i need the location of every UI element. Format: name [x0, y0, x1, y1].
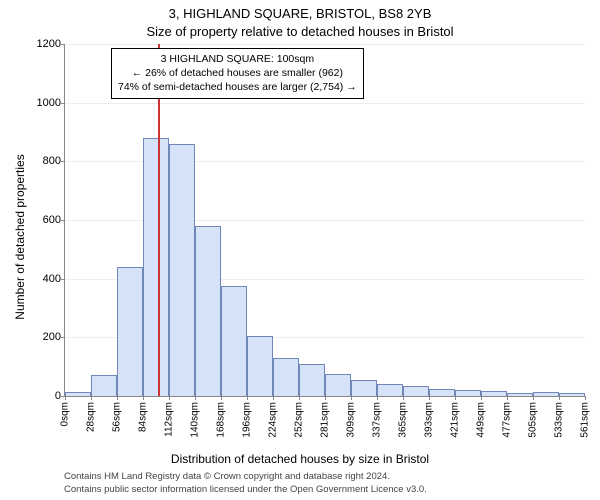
xtick-mark	[403, 396, 404, 400]
attribution-line1: Contains HM Land Registry data © Crown c…	[64, 471, 594, 483]
ytick-label: 800	[21, 155, 61, 167]
ytick-label: 200	[21, 331, 61, 343]
plot-area: 0200400600800100012000sqm28sqm56sqm84sqm…	[64, 44, 585, 397]
xtick-mark	[559, 396, 560, 400]
ytick-mark	[61, 44, 65, 45]
xtick-label: 337sqm	[372, 402, 383, 438]
xtick-mark	[91, 396, 92, 400]
annotation-line2: ← 26% of detached houses are smaller (96…	[118, 66, 357, 80]
xtick-label: 393sqm	[424, 402, 435, 438]
annotation-box: 3 HIGHLAND SQUARE: 100sqm ← 26% of detac…	[111, 48, 364, 99]
ytick-mark	[61, 103, 65, 104]
xtick-label: 28sqm	[86, 402, 97, 432]
xtick-label: 84sqm	[138, 402, 149, 432]
ytick-label: 1000	[21, 97, 61, 109]
gridline	[65, 44, 585, 45]
gridline	[65, 103, 585, 104]
histogram-bar	[117, 267, 143, 396]
histogram-bar	[91, 375, 117, 396]
xtick-mark	[169, 396, 170, 400]
xtick-mark	[377, 396, 378, 400]
attribution: Contains HM Land Registry data © Crown c…	[64, 471, 594, 496]
histogram-bar	[65, 392, 91, 396]
histogram-bar	[403, 386, 429, 396]
xtick-mark	[117, 396, 118, 400]
annotation-line1: 3 HIGHLAND SQUARE: 100sqm	[118, 52, 357, 66]
xtick-mark	[481, 396, 482, 400]
ytick-label: 1200	[21, 38, 61, 50]
xtick-mark	[273, 396, 274, 400]
ytick-mark	[61, 220, 65, 221]
histogram-bar	[195, 226, 221, 396]
histogram-bar	[221, 286, 247, 396]
ytick-label: 400	[21, 273, 61, 285]
histogram-bar	[429, 389, 455, 396]
xtick-label: 533sqm	[554, 402, 565, 438]
xtick-mark	[221, 396, 222, 400]
histogram-bar	[559, 393, 585, 396]
xtick-mark	[585, 396, 586, 400]
histogram-bar	[455, 390, 481, 396]
ytick-mark	[61, 279, 65, 280]
xtick-mark	[65, 396, 66, 400]
xtick-label: 0sqm	[60, 402, 71, 426]
xtick-mark	[143, 396, 144, 400]
attribution-line2: Contains public sector information licen…	[64, 484, 594, 496]
xtick-mark	[351, 396, 352, 400]
xtick-label: 281sqm	[320, 402, 331, 438]
xtick-label: 561sqm	[580, 402, 591, 438]
xtick-mark	[195, 396, 196, 400]
xtick-label: 365sqm	[398, 402, 409, 438]
xtick-label: 224sqm	[268, 402, 279, 438]
ytick-label: 600	[21, 214, 61, 226]
xtick-label: 421sqm	[450, 402, 461, 438]
histogram-bar	[481, 391, 507, 396]
xtick-label: 252sqm	[294, 402, 305, 438]
histogram-bar	[299, 364, 325, 396]
xtick-mark	[299, 396, 300, 400]
xtick-label: 140sqm	[190, 402, 201, 438]
xtick-mark	[455, 396, 456, 400]
histogram-bar	[377, 384, 403, 396]
histogram-bar	[351, 380, 377, 396]
xtick-label: 449sqm	[476, 402, 487, 438]
histogram-bar	[273, 358, 299, 396]
xtick-mark	[429, 396, 430, 400]
xtick-mark	[247, 396, 248, 400]
x-axis-label: Distribution of detached houses by size …	[0, 452, 600, 466]
xtick-mark	[507, 396, 508, 400]
histogram-bar	[169, 144, 195, 396]
xtick-label: 309sqm	[346, 402, 357, 438]
ytick-label: 0	[21, 390, 61, 402]
histogram-bar	[247, 336, 273, 396]
annotation-line3: 74% of semi-detached houses are larger (…	[118, 80, 357, 94]
xtick-mark	[533, 396, 534, 400]
histogram-bar	[325, 374, 351, 396]
ytick-mark	[61, 337, 65, 338]
title-main: 3, HIGHLAND SQUARE, BRISTOL, BS8 2YB	[0, 6, 600, 21]
ytick-mark	[61, 161, 65, 162]
xtick-label: 56sqm	[112, 402, 123, 432]
histogram-bar	[533, 392, 559, 396]
xtick-label: 196sqm	[242, 402, 253, 438]
xtick-mark	[325, 396, 326, 400]
title-sub: Size of property relative to detached ho…	[0, 24, 600, 39]
histogram-bar	[507, 393, 533, 396]
xtick-label: 112sqm	[164, 402, 175, 437]
xtick-label: 477sqm	[502, 402, 513, 438]
histogram-bar	[143, 138, 169, 396]
chart-container: 3, HIGHLAND SQUARE, BRISTOL, BS8 2YB Siz…	[0, 0, 600, 500]
xtick-label: 168sqm	[216, 402, 227, 438]
xtick-label: 505sqm	[528, 402, 539, 438]
